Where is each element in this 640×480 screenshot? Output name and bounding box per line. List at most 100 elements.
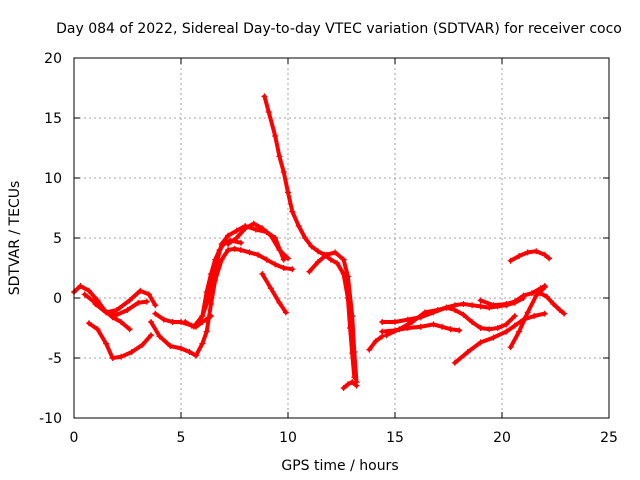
data-point bbox=[81, 291, 88, 298]
data-point bbox=[372, 338, 379, 345]
data-point bbox=[285, 255, 291, 262]
data-point bbox=[430, 321, 437, 328]
data-point bbox=[533, 248, 540, 255]
series-arc10 bbox=[262, 94, 357, 380]
data-point bbox=[265, 109, 272, 115]
data-point bbox=[464, 349, 471, 355]
data-point bbox=[225, 241, 232, 247]
data-point bbox=[231, 245, 238, 252]
data-point bbox=[556, 307, 563, 313]
data-point bbox=[524, 309, 531, 316]
data-point bbox=[276, 153, 283, 160]
markers-arc11 bbox=[259, 271, 289, 316]
data-point bbox=[295, 223, 302, 229]
data-point bbox=[469, 319, 476, 325]
data-point bbox=[103, 340, 110, 347]
data-point bbox=[409, 319, 416, 325]
data-point bbox=[507, 344, 514, 351]
data-point bbox=[486, 326, 493, 333]
data-point bbox=[344, 381, 351, 388]
y-tick-labels: -10 -5 0 5 10 15 20 bbox=[39, 51, 62, 427]
data-point bbox=[447, 326, 454, 333]
data-point bbox=[190, 323, 197, 330]
data-point bbox=[77, 283, 84, 289]
data-point bbox=[128, 349, 135, 355]
data-point bbox=[524, 249, 531, 256]
data-point bbox=[550, 301, 557, 307]
data-point bbox=[302, 235, 309, 241]
markers-arc19 bbox=[451, 310, 548, 366]
x-tick-label: 20 bbox=[493, 430, 511, 446]
data-point bbox=[237, 239, 244, 246]
data-point bbox=[541, 251, 548, 258]
data-point bbox=[396, 326, 403, 333]
grid-lines bbox=[74, 58, 609, 418]
data-point bbox=[531, 313, 538, 319]
data-point bbox=[344, 273, 351, 280]
markers-arc13 bbox=[340, 379, 360, 391]
markers-arc18 bbox=[477, 283, 548, 309]
data-point bbox=[541, 284, 548, 291]
data-point bbox=[192, 352, 199, 359]
data-point bbox=[477, 297, 484, 304]
data-point bbox=[276, 299, 283, 306]
data-point bbox=[207, 301, 214, 307]
data-point bbox=[160, 316, 167, 323]
data-point bbox=[404, 316, 411, 323]
data-point bbox=[511, 322, 518, 329]
data-point bbox=[242, 225, 249, 232]
data-point bbox=[543, 293, 550, 300]
data-point bbox=[237, 247, 244, 253]
data-point bbox=[152, 310, 159, 317]
data-point bbox=[516, 253, 523, 259]
data-point bbox=[85, 320, 92, 327]
data-point bbox=[353, 382, 360, 389]
data-point bbox=[199, 313, 206, 319]
series-arc13 bbox=[341, 380, 359, 390]
data-point bbox=[477, 325, 484, 331]
data-point bbox=[417, 323, 424, 330]
data-point bbox=[528, 290, 535, 297]
y-tick-label: -10 bbox=[39, 411, 62, 427]
data-point bbox=[327, 256, 334, 263]
data-point bbox=[451, 307, 458, 313]
axis-ticks bbox=[73, 57, 610, 419]
data-point bbox=[216, 247, 223, 253]
data-point bbox=[280, 256, 287, 263]
data-point bbox=[212, 256, 219, 263]
data-point bbox=[379, 328, 386, 335]
x-tick-label: 10 bbox=[279, 430, 297, 446]
data-point bbox=[169, 319, 176, 325]
y-tick-label: -5 bbox=[48, 351, 62, 367]
data-point bbox=[383, 332, 390, 339]
data-point bbox=[477, 303, 484, 310]
data-point bbox=[280, 169, 287, 175]
data-point bbox=[156, 333, 163, 340]
data-point bbox=[340, 256, 347, 263]
series-layer bbox=[71, 93, 568, 391]
series-arc9 bbox=[226, 221, 290, 261]
data-point bbox=[148, 332, 155, 339]
data-point bbox=[218, 256, 225, 263]
data-point bbox=[537, 290, 544, 297]
data-point bbox=[267, 232, 274, 239]
data-point bbox=[511, 298, 518, 305]
data-point bbox=[145, 291, 152, 298]
data-point bbox=[167, 343, 174, 349]
y-tick-label: 5 bbox=[53, 231, 62, 247]
x-tick-labels: 0 5 10 15 20 25 bbox=[70, 430, 618, 446]
data-point bbox=[250, 220, 257, 227]
x-tick-label: 5 bbox=[177, 430, 186, 446]
markers-arc4 bbox=[85, 320, 155, 361]
markers-arc17 bbox=[383, 304, 518, 339]
data-point bbox=[272, 261, 279, 268]
data-point bbox=[199, 319, 206, 325]
data-point bbox=[109, 355, 116, 361]
data-point bbox=[255, 251, 262, 258]
data-point bbox=[263, 256, 270, 263]
y-tick-label: 20 bbox=[44, 51, 62, 67]
data-point bbox=[186, 349, 193, 355]
data-point bbox=[280, 265, 287, 271]
data-point bbox=[178, 345, 184, 352]
data-point bbox=[421, 309, 428, 316]
